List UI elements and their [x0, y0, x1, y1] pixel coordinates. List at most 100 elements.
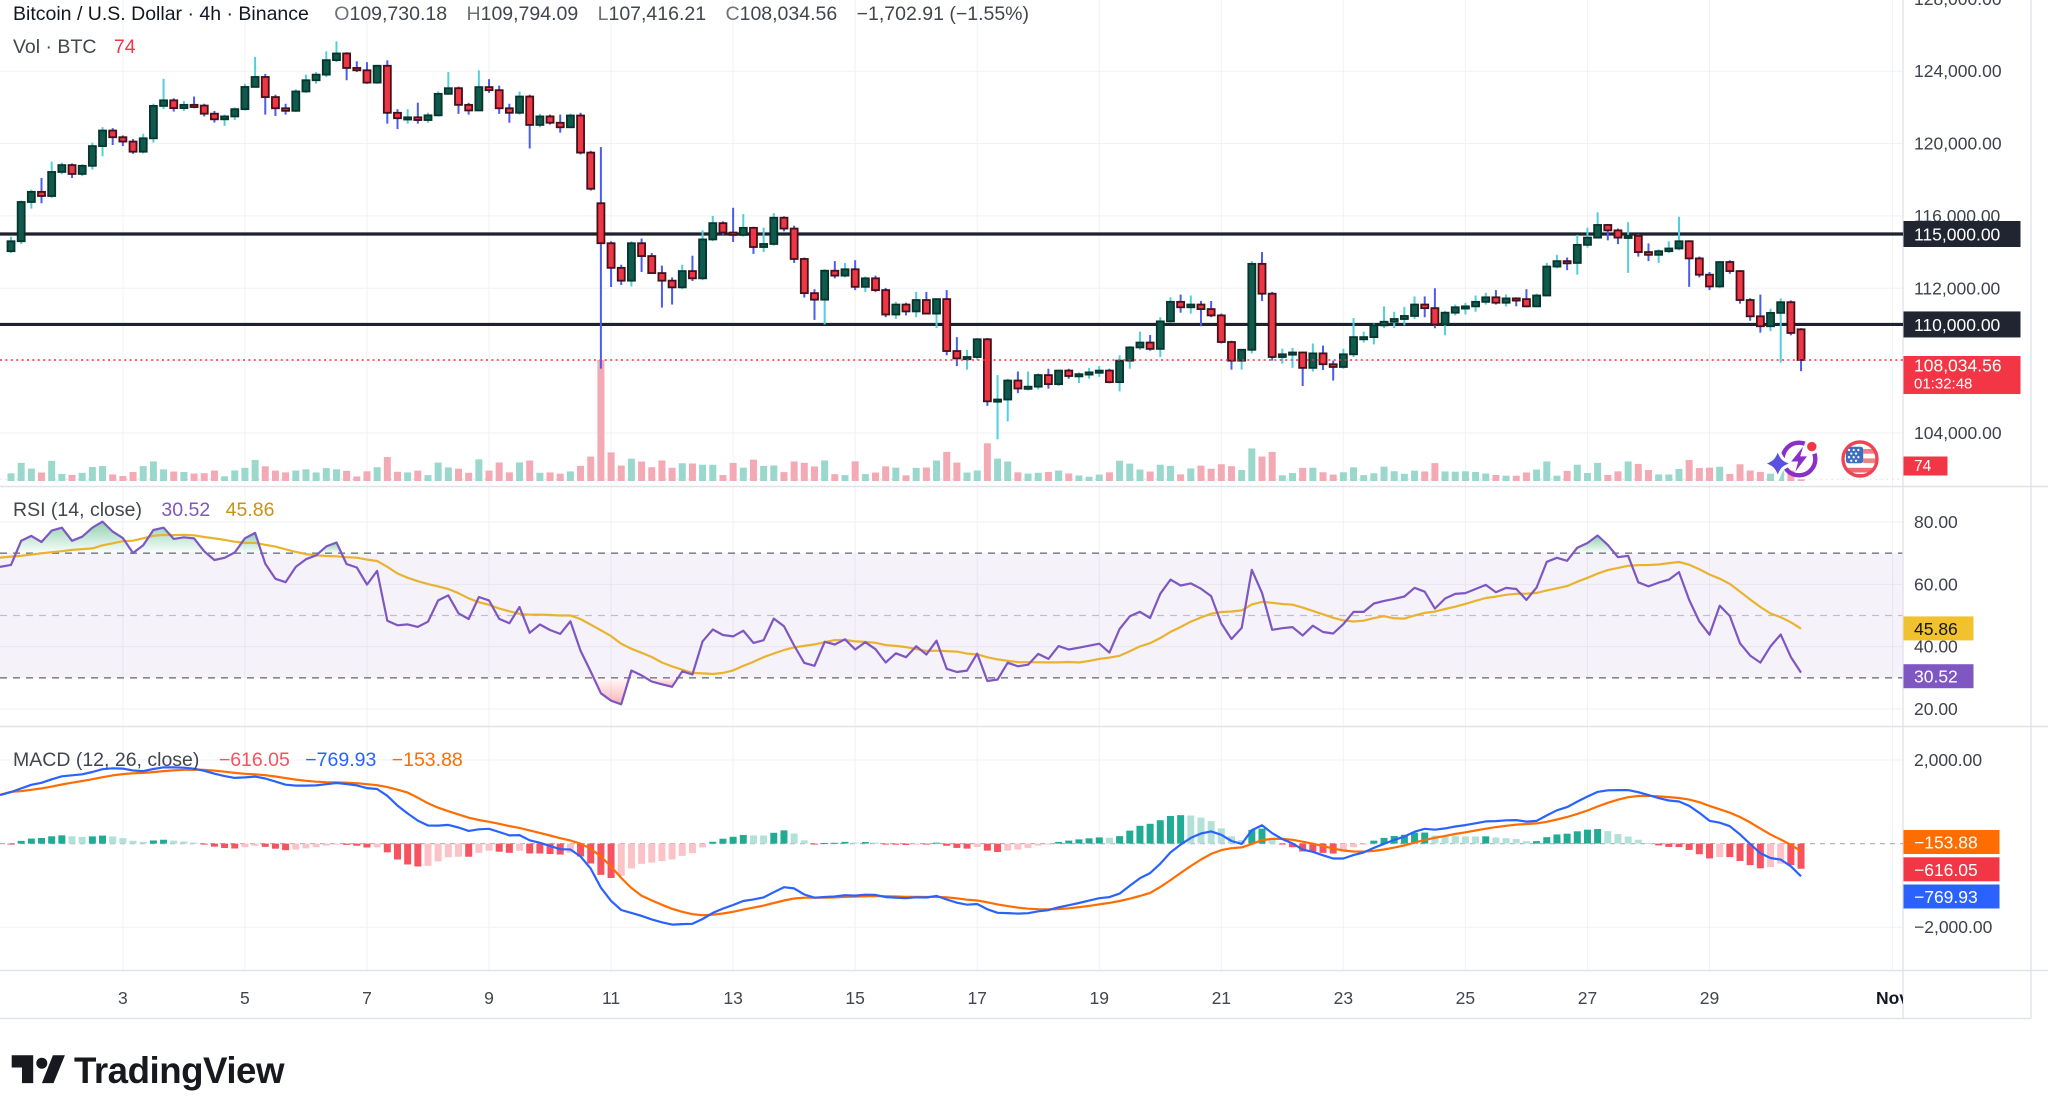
- candle-body: [911, 299, 921, 313]
- last-price-countdown: 01:32:48: [1914, 376, 1972, 393]
- volume-bar: [983, 443, 991, 481]
- spark-lightning-icon[interactable]: [1758, 438, 1820, 483]
- volume-bar: [536, 472, 544, 481]
- candle: [494, 85, 504, 114]
- candle: [545, 114, 555, 125]
- macd-legend-row: MACD (12, 26, close) −616.05 −769.93 −15…: [13, 749, 463, 771]
- volume-bar: [882, 466, 890, 481]
- volume-bar: [587, 456, 595, 481]
- candle-body: [57, 164, 67, 173]
- macd-histogram-bar: [1726, 843, 1734, 858]
- candle: [1145, 334, 1155, 351]
- volume-bar: [1553, 475, 1561, 481]
- macd-histogram-bar: [587, 843, 595, 864]
- candle: [118, 135, 128, 147]
- volume-bar: [210, 470, 218, 481]
- candle-body: [1105, 369, 1114, 384]
- candle-body: [840, 268, 850, 277]
- candle-body: [1471, 300, 1480, 308]
- candle-body: [1410, 303, 1419, 317]
- macd-histogram-bar: [139, 841, 147, 844]
- candle-body: [789, 227, 799, 260]
- volume-bar: [943, 451, 951, 481]
- macd-histogram-bar: [190, 842, 198, 844]
- time-axis-label: 17: [967, 988, 986, 1008]
- candle: [586, 150, 596, 191]
- time-axis-label: 7: [362, 988, 372, 1008]
- volume-bar: [1289, 473, 1297, 481]
- price-level-lines[interactable]: [0, 232, 1903, 327]
- macd-histogram-bar: [424, 843, 432, 866]
- candle-body: [98, 129, 107, 147]
- chart-event-icons[interactable]: [1758, 438, 1879, 483]
- volume-bar: [332, 469, 340, 481]
- candle-body: [443, 87, 453, 95]
- candle-body: [1501, 297, 1511, 304]
- volume-bar: [658, 460, 666, 481]
- time-axis-label: 9: [484, 988, 494, 1008]
- candle-body: [1196, 303, 1206, 310]
- macd-legend[interactable]: MACD (12, 26, close) −616.05 −769.93 −15…: [13, 749, 463, 771]
- candle-body: [708, 222, 718, 241]
- candle: [1369, 323, 1379, 345]
- volume-bar: [38, 472, 46, 481]
- rsi-title: RSI (14, close): [13, 499, 142, 521]
- candle: [1237, 348, 1247, 370]
- volume-bar: [1706, 467, 1714, 481]
- flag-star: [1847, 448, 1851, 452]
- volume-bar: [1665, 474, 1673, 481]
- rsi-axis-label: 20.00: [1914, 699, 1958, 719]
- volume-bar: [1095, 474, 1103, 481]
- rsi-axis-badge-text: 30.52: [1914, 667, 1958, 687]
- candle: [1735, 270, 1745, 304]
- rsi-axis-label: 40.00: [1914, 637, 1958, 657]
- candle: [1766, 308, 1775, 332]
- candle-body: [504, 107, 514, 114]
- price-axis[interactable]: 128,000.00 124,000.00 120,000.00 116,000.00…: [1903, 0, 2021, 937]
- candle: [718, 221, 728, 235]
- candle-body: [311, 73, 321, 82]
- us-flag-icon[interactable]: [1841, 440, 1879, 478]
- macd-histogram-bar: [536, 843, 544, 854]
- rsi-legend[interactable]: RSI (14, close) 30.52 45.86: [13, 499, 274, 521]
- macd-histogram-bar: [851, 842, 859, 844]
- symbol-legend[interactable]: Bitcoin / U.S. Dollar · 4h · Binance O10…: [13, 3, 1029, 58]
- tradingview-logo[interactable]: TradingView: [11, 1049, 286, 1091]
- volume-bar: [1634, 463, 1642, 481]
- candle: [16, 200, 26, 244]
- macd-histogram-bar: [709, 841, 717, 844]
- candle: [321, 51, 331, 77]
- logo-mark-one: [11, 1055, 34, 1084]
- macd-histogram-bar: [1044, 843, 1052, 845]
- logo-text[interactable]: TradingView: [74, 1049, 286, 1091]
- logo-mark-dot: [36, 1057, 48, 1069]
- volume-bar: [302, 469, 310, 481]
- macd-histogram-bar: [760, 835, 768, 844]
- macd-histogram-bar: [1289, 843, 1297, 848]
- candle-body: [1694, 257, 1704, 276]
- candle: [189, 96, 199, 109]
- flag-star: [1850, 459, 1853, 462]
- volume-bar: [1370, 473, 1378, 481]
- candle: [738, 214, 748, 237]
- time-axis[interactable]: 3 5 7 9 11 13 15 17 19 21 23 25 27 29 Nov: [118, 988, 1909, 1008]
- ohlc-open-label: O: [334, 3, 349, 25]
- candle: [37, 177, 46, 204]
- volume-bar: [1065, 473, 1073, 481]
- candle: [1094, 366, 1104, 377]
- candle-body: [1328, 363, 1338, 368]
- candle-body: [403, 116, 413, 121]
- macd-histogram-bar: [343, 843, 351, 845]
- macd-histogram-bar: [1085, 838, 1093, 844]
- volume-bars: [0, 360, 1903, 481]
- candle: [1023, 371, 1033, 391]
- candle-body: [37, 190, 46, 197]
- macd-signal-line: [0, 768, 1802, 917]
- candle-body: [1593, 224, 1603, 239]
- macd-histogram-bar: [1156, 820, 1164, 844]
- volume-bar: [251, 460, 259, 481]
- macd-histogram-bar: [770, 832, 778, 844]
- macd-histogram-bar: [505, 843, 513, 853]
- volume-bar: [933, 460, 941, 481]
